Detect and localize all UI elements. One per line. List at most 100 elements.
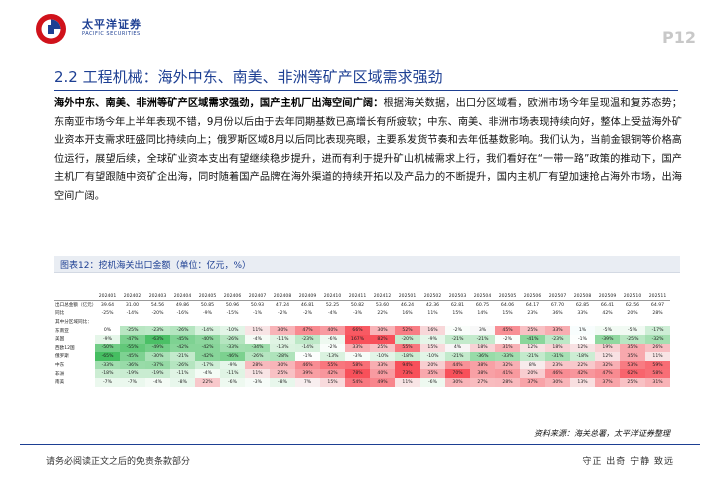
- table-row: 南美 -7% -7% -4% -8% 22% -6% -3% -8% 7% 15% 54% 49% 11%…: [54, 377, 670, 387]
- table-cell: 12%: [570, 343, 595, 353]
- table-cell: 33%: [345, 343, 370, 353]
- table-cell: -42%: [195, 343, 220, 353]
- table-cell: -25%: [101, 310, 114, 316]
- table-row: 俄罗斯 -65% -45% -30% -21% -42% -46% -26% -28% -1% -1…: [54, 352, 670, 361]
- export-heatmap-table: 202401 202402 202403 202404 202405 202406 2024…: [54, 292, 670, 387]
- table-cell: -3%: [345, 352, 370, 361]
- table-cell: 39%: [295, 369, 320, 378]
- row-label: 中东: [55, 363, 65, 369]
- table-cell: [545, 318, 570, 327]
- table-cell: [595, 318, 620, 327]
- table-cell: -3%: [245, 377, 270, 387]
- table-cell: 59%: [645, 360, 670, 370]
- footer-divider: [20, 444, 700, 445]
- table-cell: 37%: [595, 377, 620, 387]
- table-cell: -36%: [470, 352, 495, 361]
- table-cell: 73%: [395, 369, 420, 378]
- table-cell: -32%: [645, 334, 670, 344]
- table-cell: -28%: [270, 352, 295, 361]
- table-cell: 64.17: [525, 302, 540, 308]
- table-cell: -15%: [226, 310, 239, 316]
- table-cell: -6%: [220, 377, 245, 387]
- table-cell: 32%: [595, 360, 620, 370]
- table-cell: 42%: [320, 369, 345, 378]
- section-title: 2.2 工程机械：海外中东、南美、非洲等矿产区域需求强劲: [54, 68, 443, 86]
- table-cell: [145, 318, 170, 327]
- table-cell: 22%: [195, 377, 220, 387]
- table-cell: 42%: [602, 310, 613, 316]
- table-cell: -34%: [245, 343, 270, 353]
- table-cell: 54%: [345, 377, 370, 387]
- table-cell: -33%: [220, 343, 245, 353]
- table-cell: 7%: [295, 377, 320, 387]
- table-cell: 13%: [570, 377, 595, 387]
- table-cell: -1%: [295, 352, 320, 361]
- table-cell: [395, 318, 420, 327]
- table-cell: 36%: [552, 310, 563, 316]
- table-cell: [370, 318, 395, 327]
- table-cell: 0%: [103, 328, 112, 334]
- table-cell: 66%: [345, 326, 370, 335]
- table-cell: 30%: [270, 326, 295, 335]
- table-cell: 49%: [370, 377, 395, 387]
- table-cell: 38%: [470, 360, 495, 370]
- table-cell: 45%: [495, 326, 520, 335]
- table-cell: 11%: [395, 377, 420, 387]
- table-cell: -4%: [195, 369, 220, 378]
- table-cell: 64.97: [650, 302, 665, 308]
- table-cell: 16%: [420, 326, 445, 335]
- table-cell: -7%: [95, 377, 120, 387]
- column-header: 202405: [195, 292, 220, 302]
- logo-name-cn: 太平洋证券: [82, 18, 142, 31]
- table-cell: -4%: [328, 310, 337, 316]
- table-row: 东南亚 0% -25% -23% -26% -14% -10% 11% 30% 47% 40% 66%…: [54, 326, 670, 335]
- table-cell: -40%: [195, 334, 220, 344]
- table-cell: 30%: [270, 360, 295, 370]
- table-cell: [320, 318, 345, 327]
- table-cell: -23%: [295, 334, 320, 344]
- table-cell: [220, 318, 245, 327]
- disclaimer-note: 请务必阅读正文之后的免责条款部分: [46, 457, 191, 467]
- table-cell: -1%: [570, 334, 595, 344]
- table-cell: 3%: [470, 326, 495, 335]
- table-cell: -45%: [170, 334, 195, 344]
- table-cell: -18%: [570, 352, 595, 361]
- table-cell: 20%: [520, 369, 545, 378]
- table-cell: 31.00: [125, 302, 140, 308]
- table-cell: 15%: [320, 377, 345, 387]
- column-header: 202506: [520, 292, 545, 302]
- table-cell: -5%: [620, 326, 645, 335]
- table-cell: 18%: [470, 343, 495, 353]
- table-cell: 64.06: [500, 302, 515, 308]
- column-header: 202503: [445, 292, 470, 302]
- table-cell: -10%: [370, 352, 395, 361]
- table-cell: [645, 318, 670, 327]
- table-cell: 25%: [370, 343, 395, 353]
- table-cell: -3%: [353, 310, 362, 316]
- table-cell: -26%: [170, 326, 195, 335]
- row-label: 同比: [55, 311, 65, 317]
- table-cell: -18%: [95, 369, 120, 378]
- table-cell: 25%: [520, 326, 545, 335]
- table-cell: [195, 318, 220, 327]
- table-cell: [420, 318, 445, 327]
- table-cell: -13%: [270, 343, 295, 353]
- table-cell: -37%: [145, 360, 170, 370]
- title-divider: [54, 90, 678, 91]
- table-cell: 1%: [570, 326, 595, 335]
- table-cell: 22%: [377, 310, 388, 316]
- table-cell: -25%: [620, 334, 645, 344]
- row-label: 南美: [55, 380, 65, 386]
- table-cell: [295, 318, 320, 327]
- table-cell: 47.24: [275, 302, 290, 308]
- table-cell: 15%: [420, 343, 445, 353]
- table-cell: 44%: [445, 360, 470, 370]
- table-cell: -10%: [220, 326, 245, 335]
- table-row: 其中分区域同比：: [54, 318, 670, 327]
- body-paragraph: 海外中东、南美、非洲等矿产区域需求强劲，国产主机厂出海空间广阔：根据海关数据，出…: [54, 95, 682, 206]
- column-header: 202504: [470, 292, 495, 302]
- column-header: 202509: [595, 292, 620, 302]
- table-cell: -9%: [420, 334, 445, 344]
- table-cell: -6%: [320, 334, 345, 344]
- table-cell: 15%: [502, 310, 513, 316]
